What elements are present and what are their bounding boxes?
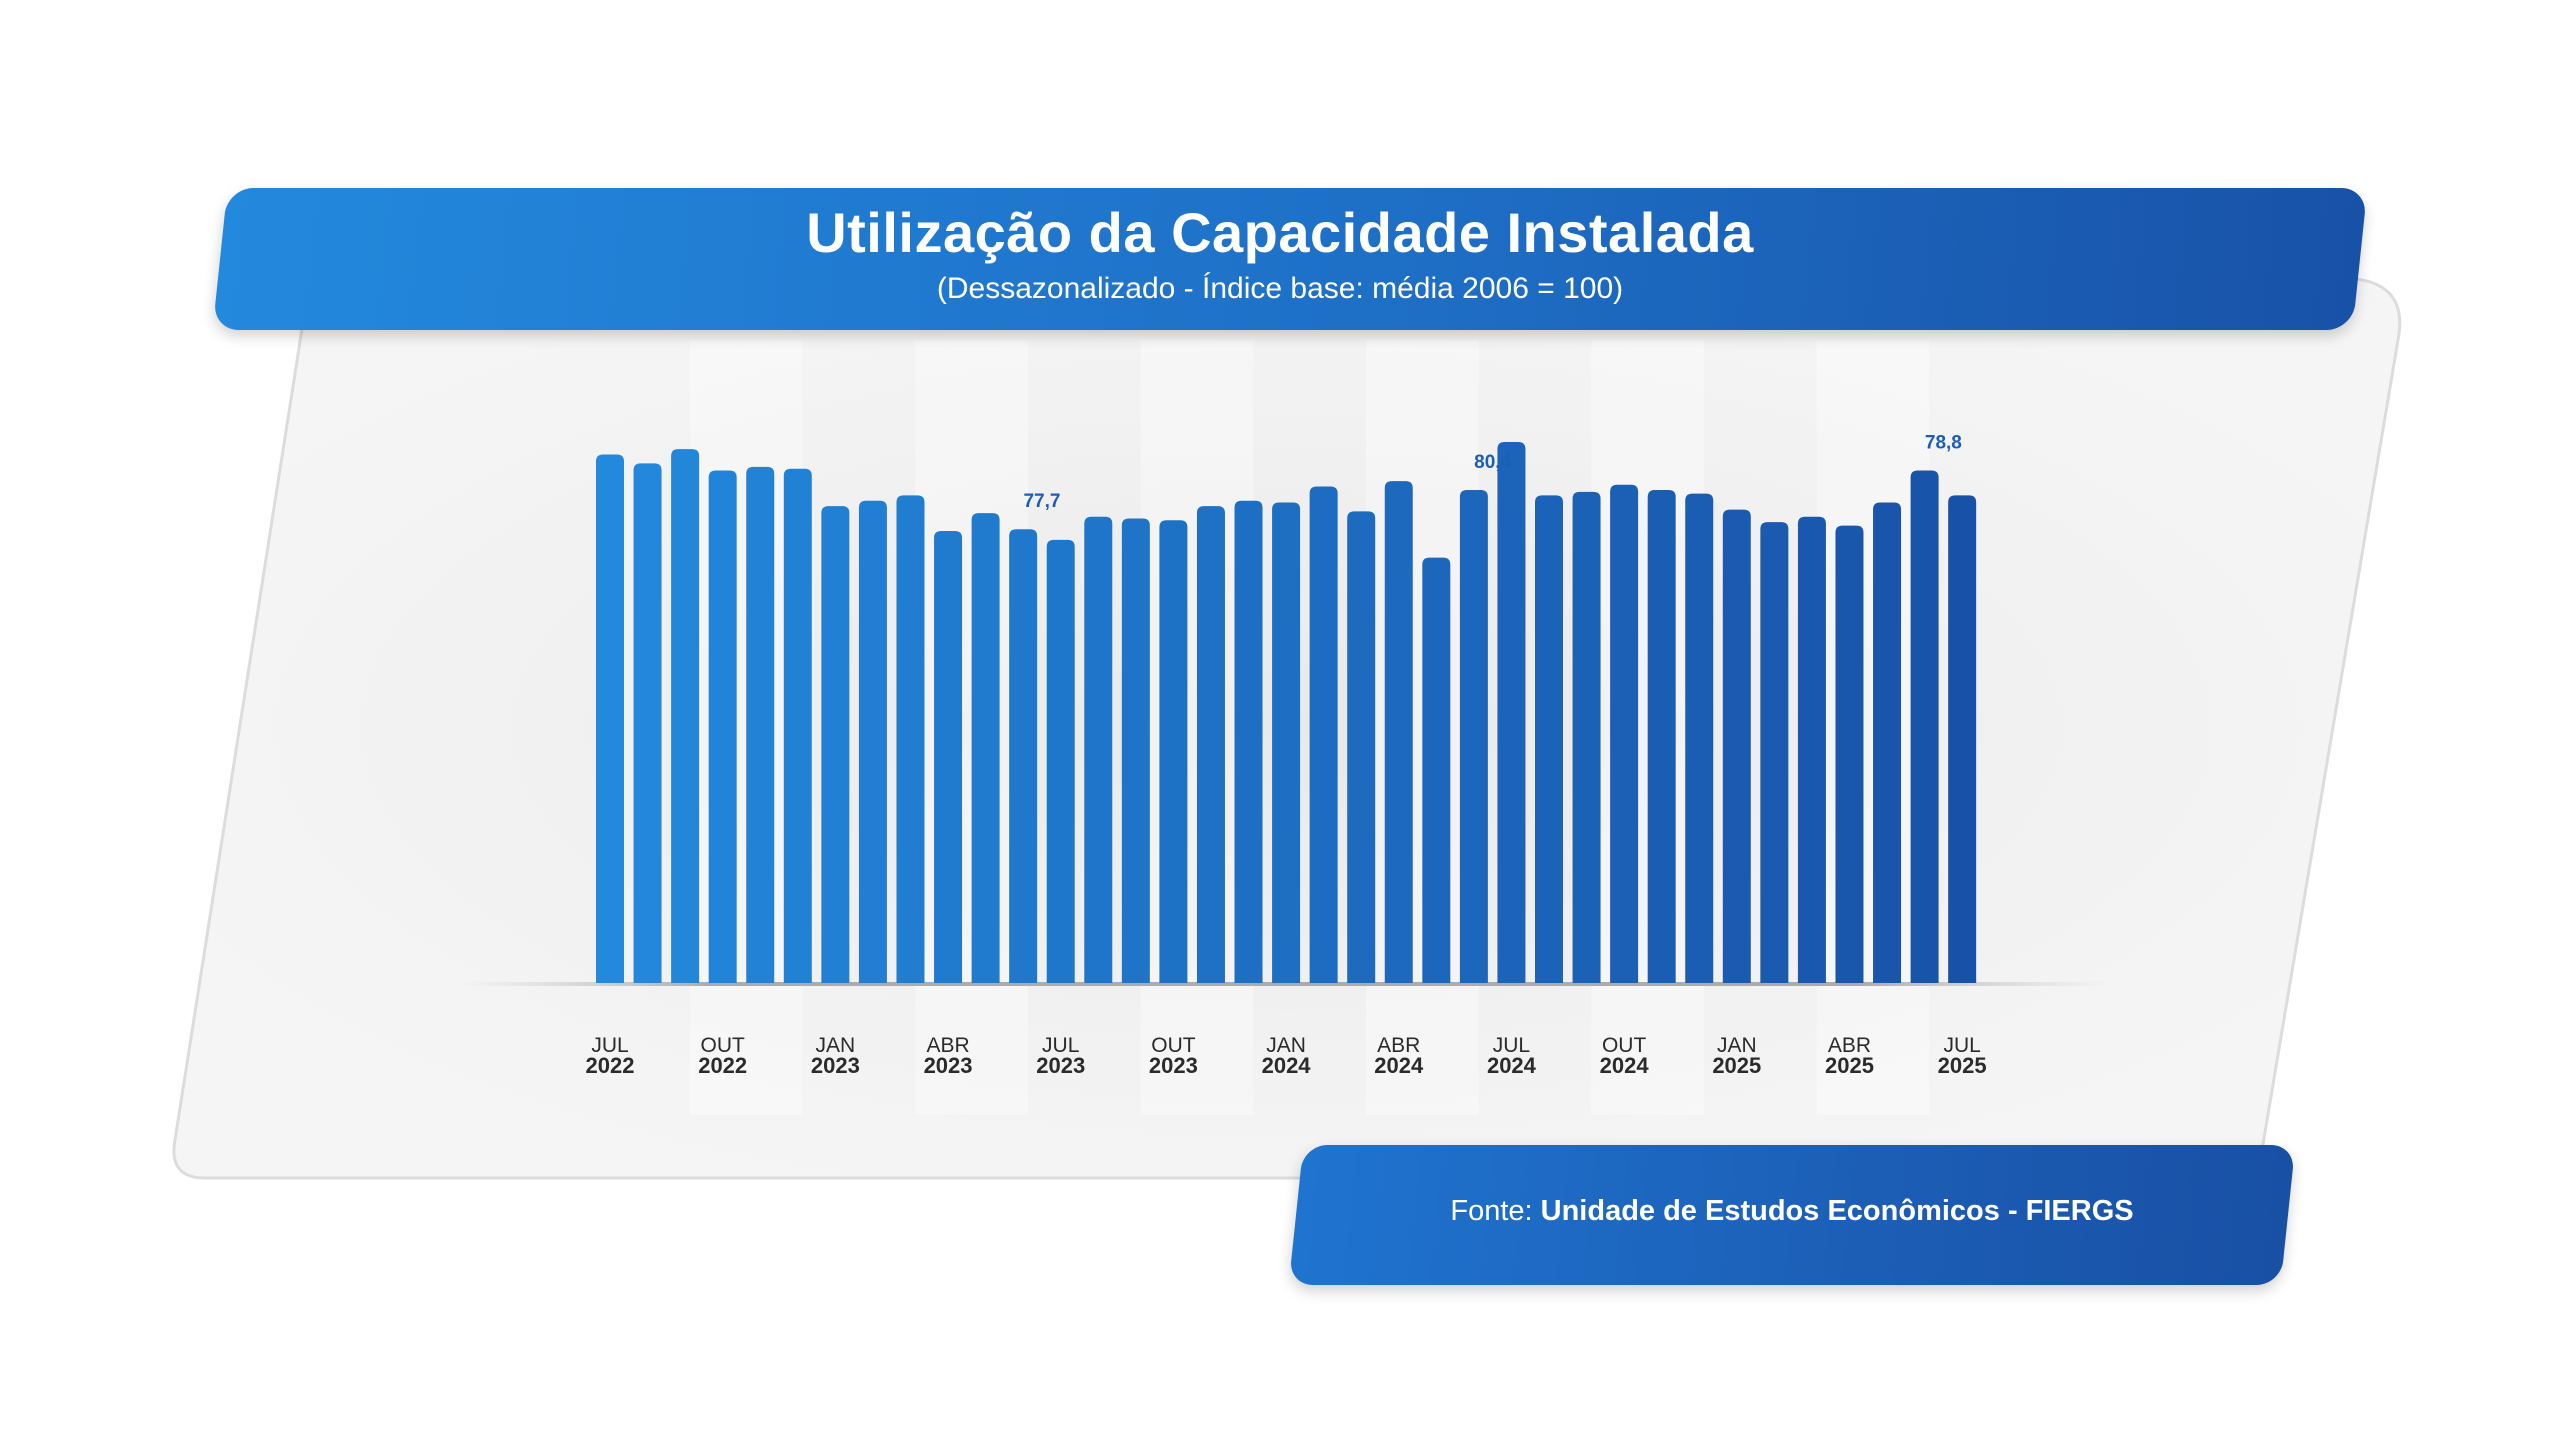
tick-label-month: JUL <box>1493 1034 1530 1057</box>
tick-label-month: ABR <box>1828 1034 1871 1057</box>
tick-label-year: 2023 <box>1036 1053 1085 1078</box>
tick-label-month: JUL <box>1943 1034 1980 1057</box>
bar <box>1422 557 1451 983</box>
data-label: 78,8 <box>1925 432 1962 453</box>
baseline <box>460 982 2110 986</box>
tick-label-year: 2024 <box>1600 1053 1650 1078</box>
bar <box>1797 516 1826 983</box>
bar <box>1760 522 1789 983</box>
bar <box>633 463 662 984</box>
chart-subtitle: (Dessazonalizado - Índice base: média 20… <box>936 272 1624 305</box>
tick-label-month: JAN <box>1717 1034 1757 1057</box>
bar <box>1910 470 1939 983</box>
bar <box>971 513 1000 983</box>
tick-label-year: 2025 <box>1825 1053 1874 1078</box>
tick-label-year: 2025 <box>1938 1053 1987 1078</box>
bar <box>1459 490 1488 983</box>
bar <box>1196 506 1225 983</box>
tick-label-year: 2023 <box>811 1053 860 1078</box>
bar <box>1347 511 1376 983</box>
tick-label-month: JUL <box>1042 1034 1079 1057</box>
tick-label-year: 2022 <box>586 1053 635 1078</box>
chart-title: Utilização da Capacidade Instalada <box>806 201 1754 264</box>
bar <box>1722 509 1751 983</box>
tick-label-month: ABR <box>1377 1034 1420 1057</box>
bar <box>1309 486 1338 983</box>
bar <box>1535 495 1563 983</box>
x-axis-ticks: JUL2022OUT2022JAN2023ABR2023JUL2023OUT20… <box>586 1034 1987 1078</box>
bar <box>1948 495 1977 983</box>
tick-label-year: 2024 <box>1487 1053 1537 1078</box>
bar <box>1121 518 1150 983</box>
bars-group <box>596 442 1977 984</box>
bar <box>821 506 850 983</box>
tick-label-month: OUT <box>1602 1034 1647 1057</box>
tick-label-year: 2024 <box>1374 1053 1424 1078</box>
bar <box>1647 490 1676 983</box>
source-prefix: Fonte: <box>1450 1195 1533 1227</box>
bar <box>1835 525 1864 983</box>
tick-label-year: 2025 <box>1712 1053 1761 1078</box>
data-labels-group: 77,7 80,4 78,8 <box>1023 432 1961 512</box>
bar <box>934 530 963 983</box>
tick-label-year: 2023 <box>924 1053 973 1078</box>
tick-label-month: JUL <box>591 1034 628 1057</box>
bar <box>1572 491 1601 983</box>
bar <box>1009 529 1038 983</box>
tick-label-year: 2024 <box>1262 1053 1312 1078</box>
bar <box>1159 520 1188 983</box>
tick-label-month: OUT <box>1151 1034 1196 1057</box>
tick-label-month: JAN <box>816 1034 856 1057</box>
bar <box>1497 442 1526 983</box>
tick-label-year: 2022 <box>698 1053 747 1078</box>
bar <box>671 449 700 983</box>
bar <box>708 470 737 983</box>
bar <box>1685 493 1714 983</box>
bar <box>783 468 812 983</box>
tick-label-month: JAN <box>1266 1034 1306 1057</box>
tick-label-month: ABR <box>926 1034 969 1057</box>
bar <box>596 454 624 983</box>
bar <box>1610 484 1639 983</box>
source-text: Fonte: Unidade de Estudos Econômicos - F… <box>1296 1195 2288 1228</box>
bar <box>1873 502 1902 983</box>
bar <box>746 466 775 984</box>
source-name: Unidade de Estudos Econômicos - FIERGS <box>1540 1195 2134 1227</box>
data-label: 80,4 <box>1474 452 1511 473</box>
bar <box>896 495 925 983</box>
tick-label-year: 2023 <box>1149 1053 1198 1078</box>
bar <box>1272 502 1301 983</box>
bar <box>1046 539 1075 983</box>
data-label: 77,7 <box>1023 491 1060 512</box>
bar <box>1384 481 1413 983</box>
bar <box>1084 516 1113 983</box>
bar <box>858 500 887 983</box>
bar <box>1234 500 1263 983</box>
tick-label-month: OUT <box>701 1034 746 1057</box>
